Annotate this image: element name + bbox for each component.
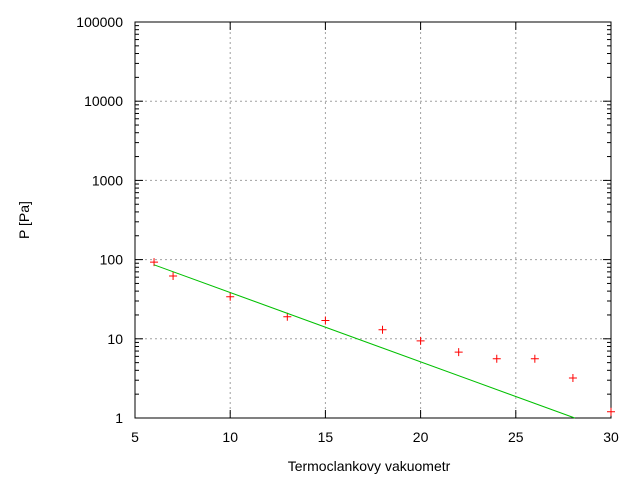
y-tick-label: 10000: [84, 93, 123, 109]
y-tick-label: 10: [107, 331, 123, 347]
data-point: [492, 354, 501, 363]
x-tick-label: 20: [413, 429, 429, 445]
data-point: [321, 316, 330, 325]
marks: [150, 258, 615, 419]
data-point: [283, 312, 292, 321]
x-tick-label: 10: [222, 429, 238, 445]
ticks: 5 10 15 20 25 30 1 10 100 1000 10000 100000: [76, 14, 619, 445]
x-tick-label: 15: [318, 429, 334, 445]
plot-border: [134, 21, 612, 419]
y-tick-label: 100: [100, 252, 124, 268]
x-tick-label: 25: [508, 429, 524, 445]
data-point: [226, 292, 235, 301]
data-point: [416, 336, 425, 345]
data-point: [150, 258, 159, 267]
y-tick-label: 100000: [76, 14, 123, 30]
fit-line: [153, 264, 575, 419]
y-axis-label: P [Pa]: [16, 201, 32, 239]
data-point: [454, 348, 463, 357]
y-tick-label: 1000: [92, 172, 123, 188]
data-point: [607, 407, 615, 416]
x-tick-label: 5: [131, 429, 139, 445]
data-point: [169, 272, 178, 281]
data-point: [378, 325, 387, 334]
x-axis-label: Termoclankovy vakuometr: [288, 458, 451, 474]
data-point: [530, 354, 539, 363]
data-point: [568, 373, 577, 382]
grid: [135, 22, 611, 418]
x-tick-label: 30: [603, 429, 619, 445]
y-tick-label: 1: [115, 410, 123, 426]
